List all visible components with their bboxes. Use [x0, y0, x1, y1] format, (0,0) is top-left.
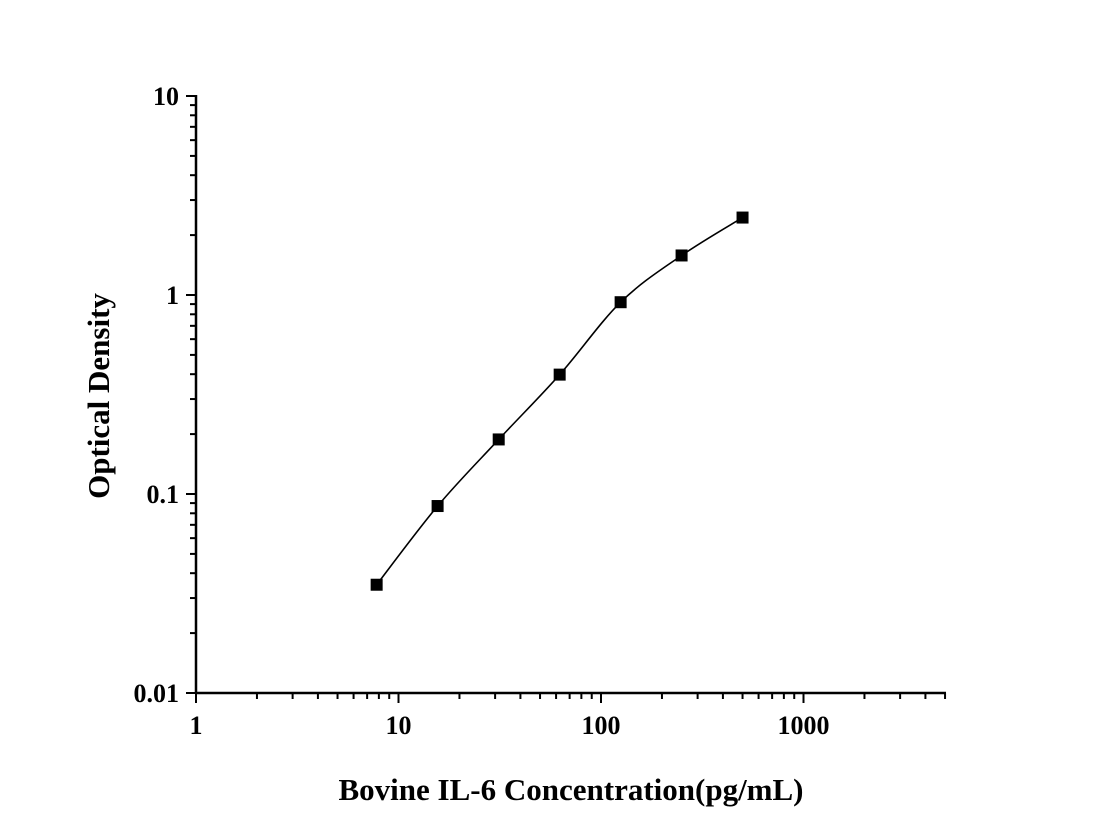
x-tick-label: 1: [190, 711, 203, 740]
y-axis-title: Optical Density: [81, 293, 116, 499]
x-tick-label: 1000: [778, 711, 830, 740]
data-point: [553, 368, 566, 381]
x-axis-title: Bovine IL-6 Concentration(pg/mL): [339, 772, 804, 807]
data-point: [370, 578, 383, 591]
y-tick-label: 10: [153, 82, 179, 111]
data-point: [736, 211, 749, 224]
axes: [186, 95, 947, 703]
fit-curve: [376, 216, 743, 586]
x-tick-label: 100: [582, 711, 621, 740]
x-tick-label: 10: [386, 711, 412, 740]
y-tick-label: 1: [166, 281, 179, 310]
data-point: [492, 433, 505, 446]
data-point: [614, 296, 627, 309]
y-tick-label: 0.01: [134, 679, 180, 708]
data-points-layer: [370, 211, 749, 591]
fit-curve-layer: [376, 216, 743, 586]
data-point: [675, 249, 688, 262]
tick-labels-layer: 1 10 100 1000 0.01 0.1 1 10: [134, 82, 830, 740]
y-tick-label: 0.1: [147, 480, 180, 509]
data-point: [431, 500, 444, 513]
